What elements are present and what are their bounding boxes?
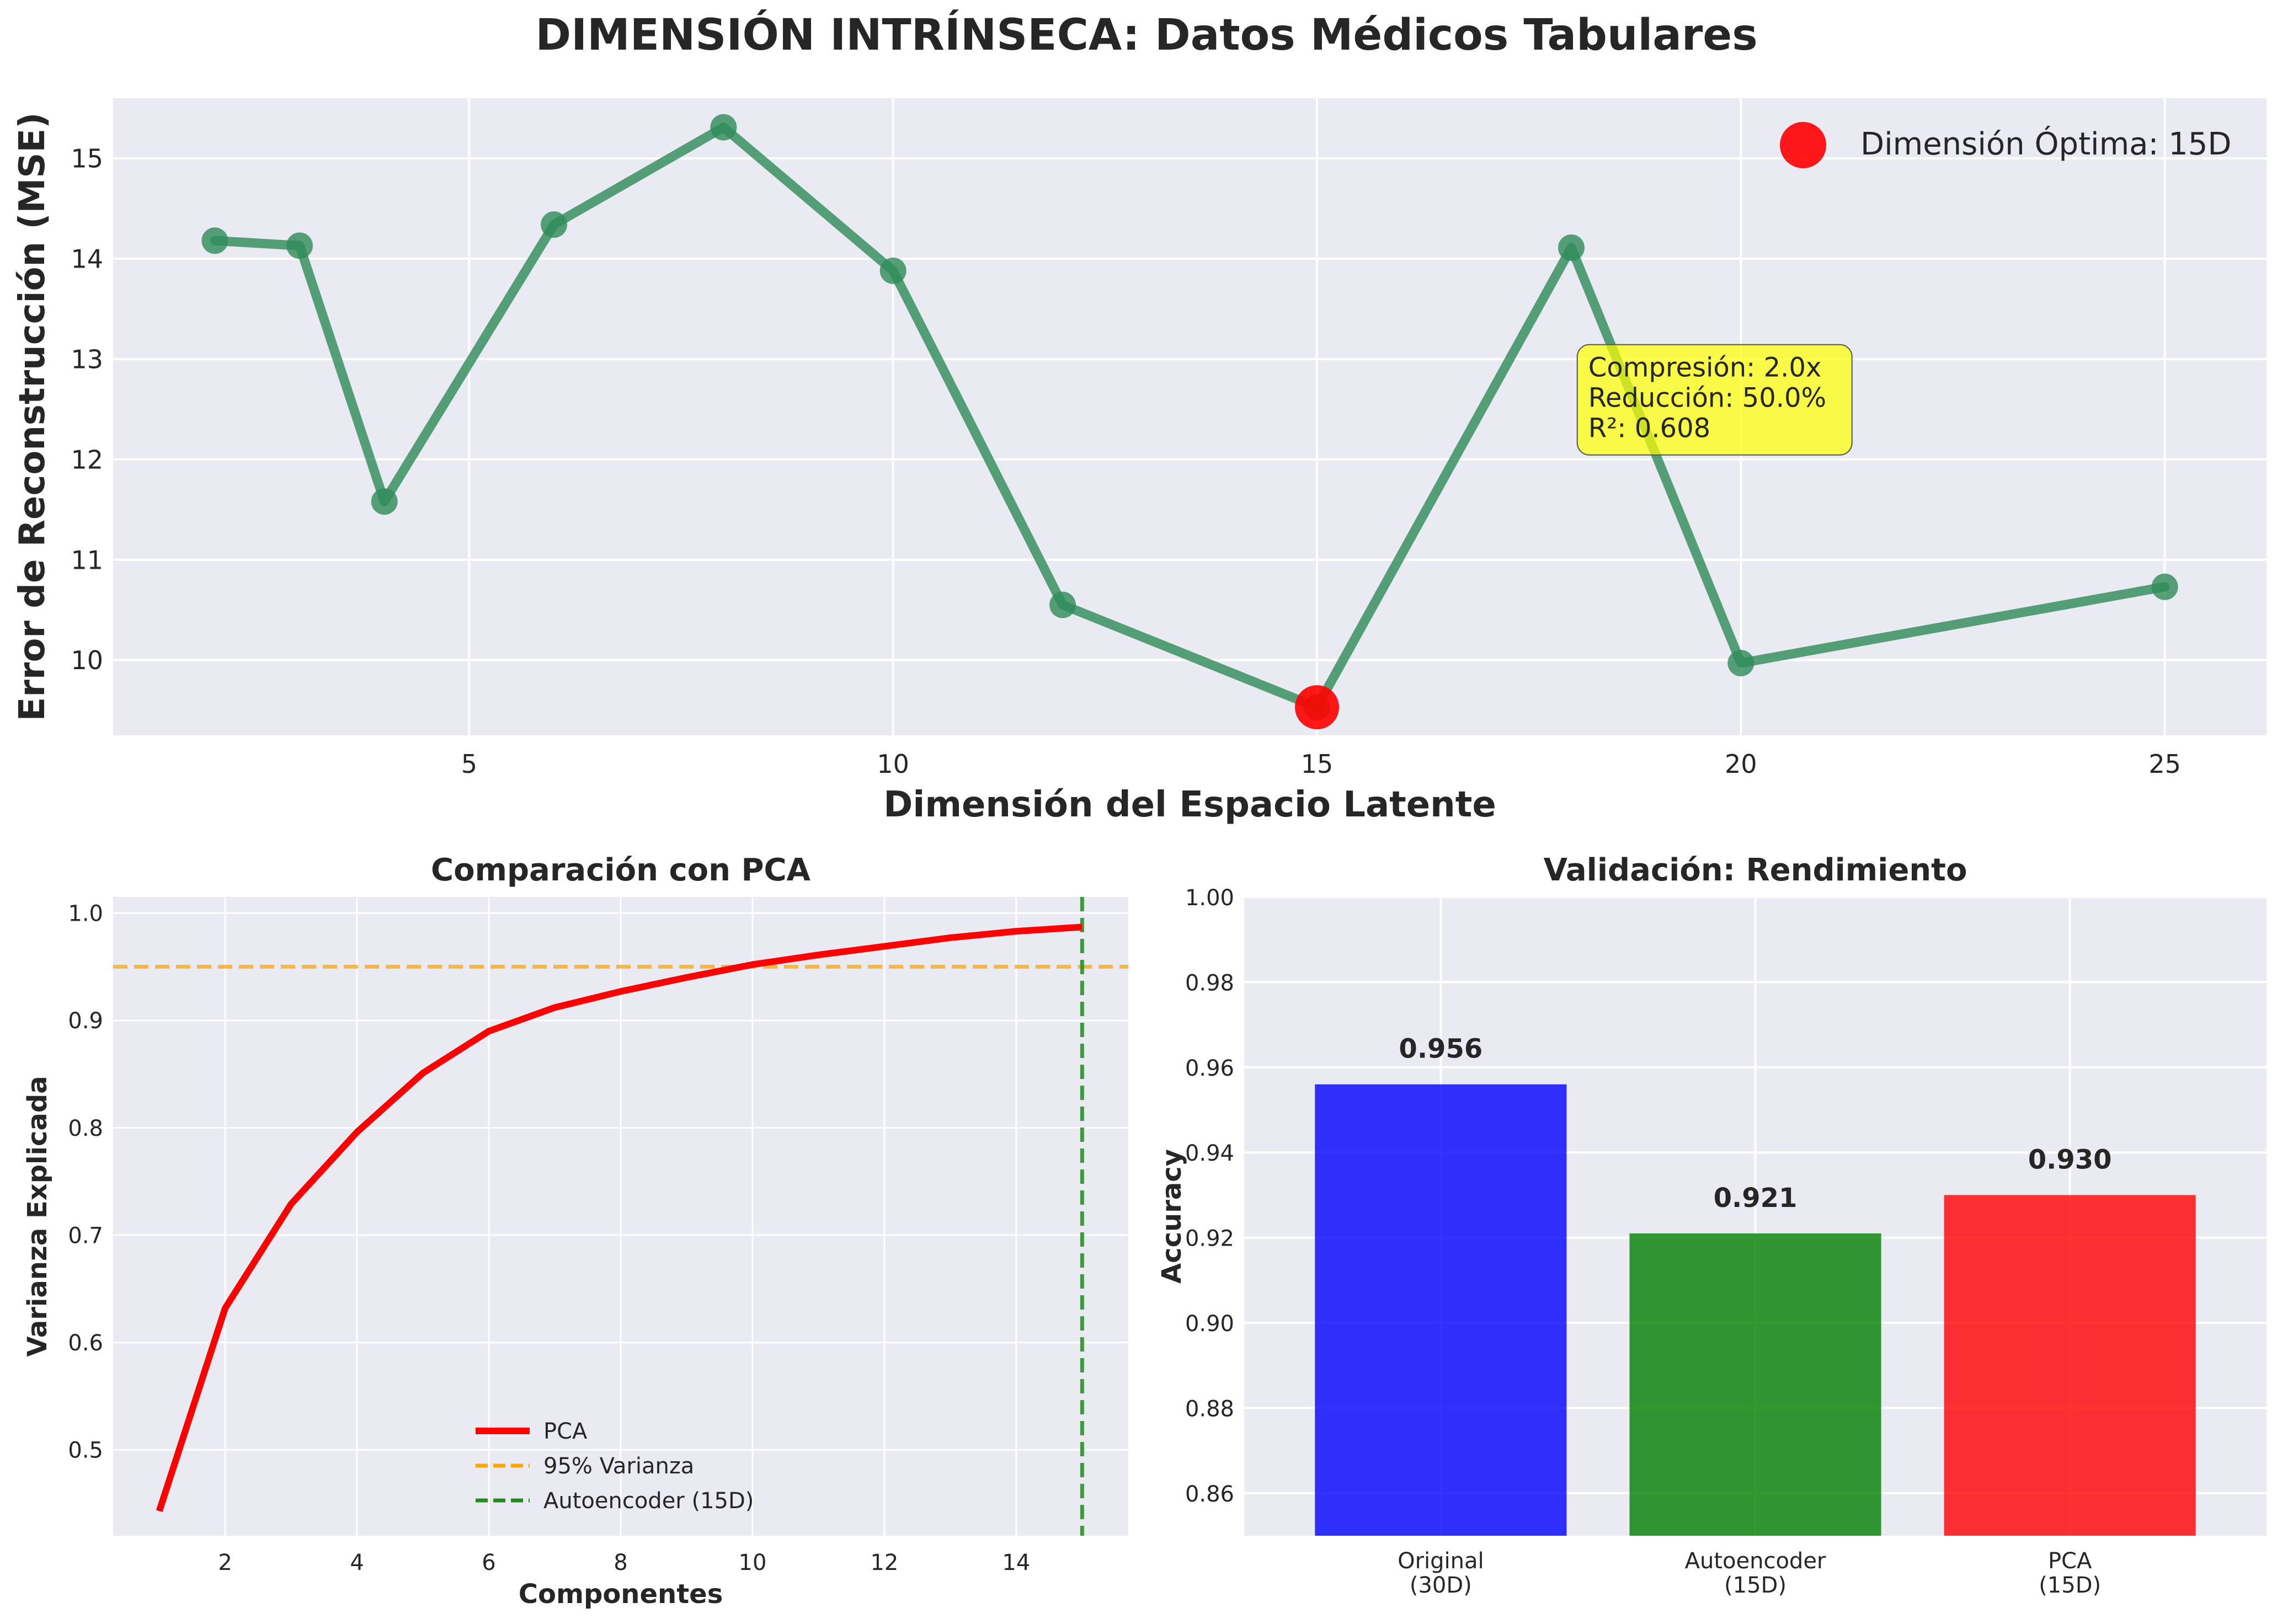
bar-value-label: 0.921 <box>1714 1183 1798 1214</box>
y-tick-label: 0.90 <box>1185 1311 1234 1337</box>
y-tick-label: 0.98 <box>1185 970 1234 996</box>
y-axis-label: Error de Reconstrucción (MSE) <box>12 113 53 722</box>
x-tick-label: Autoencoder <box>1685 1548 1826 1574</box>
legend-label: Autoencoder (15D) <box>543 1488 754 1514</box>
bar <box>1944 1195 2196 1536</box>
bar <box>1629 1233 1881 1536</box>
annotation-line: Reducción: 50.0% <box>1588 383 1826 414</box>
legend-label: PCA <box>543 1419 588 1444</box>
x-tick-label: 10 <box>877 749 909 779</box>
y-tick-label: 0.94 <box>1185 1141 1234 1166</box>
pca-comparison-chart: 2 4 6 8 10 12 14 0.5 0.6 0.7 0.8 0.9 1.0 Comparación … <box>22 852 1128 1610</box>
data-point <box>2151 573 2178 600</box>
x-tick-label: (30D) <box>1410 1573 1472 1598</box>
y-tick-label: 14 <box>71 244 103 274</box>
latent-dimension-chart: 5 10 15 20 25 10 11 12 13 14 15 Dimensión Óptima: 1… <box>12 98 2267 825</box>
legend-label: 95% Varianza <box>543 1454 694 1479</box>
chart-title: Validación: Rendimiento <box>1544 852 1967 888</box>
data-point <box>1049 591 1076 618</box>
y-tick-label: 0.6 <box>68 1331 103 1356</box>
y-tick-label: 13 <box>71 344 103 374</box>
data-point <box>1727 650 1755 677</box>
y-tick-label: 0.92 <box>1185 1226 1234 1252</box>
x-tick-label: 14 <box>1002 1550 1030 1575</box>
y-tick-label: 1.00 <box>1185 885 1234 911</box>
optimal-dimension-marker <box>1294 685 1339 730</box>
data-point <box>541 211 568 238</box>
grid-lines <box>113 897 1128 1536</box>
bar-value-label: 0.930 <box>2028 1144 2112 1175</box>
legend-label: Dimensión Óptima: 15D <box>1860 126 2232 162</box>
data-point <box>1558 234 1585 261</box>
data-point <box>371 488 398 515</box>
data-point <box>879 257 906 284</box>
x-tick-label: 4 <box>350 1550 364 1575</box>
y-tick-label: 10 <box>71 645 103 675</box>
y-tick-label: 0.96 <box>1185 1056 1234 1081</box>
figure-title: DIMENSIÓN INTRÍNSECA: Datos Médicos Tabu… <box>535 9 1757 60</box>
annotation-line: R²: 0.608 <box>1588 413 1710 444</box>
x-tick-label: 8 <box>614 1550 627 1575</box>
tick-labels: 0.86 0.88 0.90 0.92 0.94 0.96 0.98 1.00 Original… <box>1185 885 2101 1598</box>
y-tick-label: 0.8 <box>68 1116 103 1141</box>
y-axis-label: Accuracy <box>1156 1149 1187 1284</box>
bar <box>1315 1084 1567 1536</box>
x-axis-label: Componentes <box>519 1579 723 1610</box>
x-tick-label: 15 <box>1301 749 1334 779</box>
y-tick-label: 1.0 <box>68 901 103 927</box>
y-tick-label: 0.88 <box>1185 1396 1234 1422</box>
x-tick-label: (15D) <box>2039 1573 2101 1598</box>
annotation-box <box>1576 344 1853 456</box>
y-tick-label: 0.7 <box>68 1223 103 1248</box>
x-tick-label: (15D) <box>1724 1573 1787 1598</box>
validation-bar-chart: 0.86 0.88 0.90 0.92 0.94 0.96 0.98 1.00 Original… <box>1156 852 2267 1598</box>
y-tick-label: 15 <box>71 144 103 174</box>
data-point <box>710 114 737 141</box>
y-tick-label: 0.9 <box>68 1008 103 1034</box>
legend: Dimensión Óptima: 15D <box>1780 122 2232 168</box>
x-tick-label: 5 <box>461 749 477 779</box>
data-point <box>286 232 313 259</box>
legend-marker <box>1780 122 1826 168</box>
x-tick-label: Original <box>1398 1548 1484 1574</box>
data-point <box>201 227 228 254</box>
bar-value-label: 0.956 <box>1399 1034 1483 1065</box>
y-tick-label: 11 <box>71 545 103 575</box>
chart-title: Comparación con PCA <box>431 852 811 888</box>
legend: PCA 95% Varianza Autoencoder (15D) <box>476 1419 754 1514</box>
y-tick-label: 12 <box>71 445 103 474</box>
pca-variance-line <box>156 923 1082 1513</box>
y-tick-label: 0.5 <box>68 1438 103 1463</box>
x-tick-label: 25 <box>2148 749 2181 779</box>
x-tick-label: 12 <box>870 1550 898 1575</box>
x-tick-label: 20 <box>1725 749 1757 779</box>
tick-labels: 2 4 6 8 10 12 14 0.5 0.6 0.7 0.8 0.9 1.0 <box>68 901 1030 1575</box>
x-tick-label: PCA <box>2048 1548 2092 1574</box>
x-tick-label: 2 <box>218 1550 232 1575</box>
x-axis-label: Dimensión del Espacio Latente <box>883 784 1496 825</box>
annotation-line: Compresión: 2.0x <box>1588 352 1822 383</box>
x-tick-label: 10 <box>739 1550 767 1575</box>
x-tick-label: 6 <box>482 1550 495 1575</box>
tick-labels: 5 10 15 20 25 10 11 12 13 14 15 <box>71 144 2180 779</box>
y-tick-label: 0.86 <box>1185 1482 1234 1507</box>
y-axis-label: Varianza Explicada <box>22 1076 53 1356</box>
